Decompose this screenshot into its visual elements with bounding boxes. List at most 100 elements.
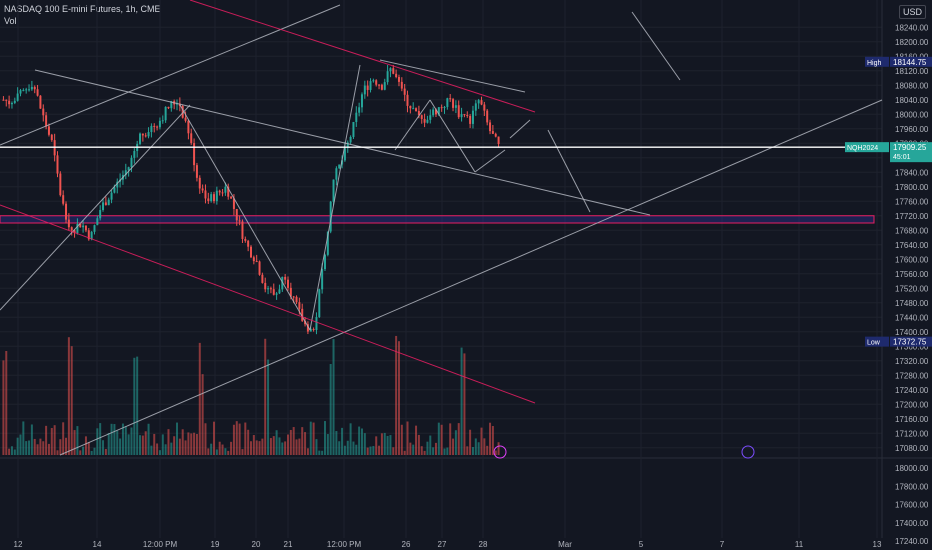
candle-body [323, 254, 326, 270]
candle-body [144, 135, 147, 137]
candle-body [397, 77, 400, 82]
candle-body [241, 221, 244, 239]
candle-body [329, 201, 332, 232]
time-tick-label: 12 [14, 540, 23, 549]
volume-bar [127, 434, 130, 455]
volume-bar [289, 429, 292, 455]
time-tick-label: 12:00 PM [143, 540, 178, 549]
candle-body [250, 246, 252, 258]
volume-bar [443, 448, 446, 455]
volume-bar [244, 422, 247, 455]
volume-bar [28, 440, 31, 455]
volume-bar [93, 447, 96, 455]
candle-body [8, 100, 11, 105]
candle-body [306, 324, 309, 332]
candle-body [284, 276, 287, 280]
volume-bar [483, 438, 486, 455]
volume-bar [161, 434, 164, 455]
candle-body [76, 224, 79, 234]
candle-body [141, 133, 144, 136]
volume-bar [250, 441, 252, 455]
volume-bar [412, 444, 415, 455]
volume-bar [426, 441, 429, 455]
price-tick-label: 17160.00 [895, 415, 929, 424]
volume-bar [457, 423, 460, 455]
candle-body [346, 142, 349, 148]
candle-body [62, 195, 65, 204]
candle-body [366, 85, 369, 90]
volume-bar [261, 438, 264, 455]
volume-bar [358, 426, 361, 455]
candle-body [309, 329, 312, 332]
candle-body [264, 282, 267, 290]
volume-bar [449, 423, 452, 455]
volume-bar [150, 445, 153, 455]
axis-tag-label-bg [865, 336, 889, 347]
time-tick-label: 5 [639, 540, 644, 549]
price-tick-label: 17240.00 [895, 386, 929, 395]
time-tick-label: 13 [873, 540, 882, 549]
candle-body [454, 105, 457, 108]
candle-body [426, 119, 429, 123]
volume-bar [281, 442, 284, 455]
candle-body [207, 198, 210, 202]
time-tick-label: 14 [93, 540, 102, 549]
volume-bar [8, 448, 11, 455]
volume-bar [221, 444, 224, 455]
magenta-resistance-line [189, 0, 536, 113]
candle-body [321, 269, 324, 290]
volume-bar [452, 438, 455, 455]
price-tick-label: 17400.00 [895, 328, 929, 337]
candle-body [213, 194, 216, 202]
price-tick-label: 17520.00 [895, 284, 929, 293]
candle-body [358, 107, 361, 113]
volume-bar [380, 433, 383, 455]
volume-bar [489, 422, 492, 455]
volume-bar [96, 428, 99, 455]
volume-bar [110, 423, 113, 455]
candle-body [204, 190, 207, 199]
candle-body [187, 120, 190, 134]
trendline [379, 59, 526, 93]
volume-bar [45, 425, 48, 455]
candle-body [65, 203, 68, 220]
currency-badge[interactable]: USD [898, 5, 926, 19]
volume-bar [309, 421, 312, 455]
volume-bar [304, 432, 307, 455]
candle-body [82, 225, 85, 228]
volume-bar [355, 444, 358, 455]
candle-body [2, 99, 5, 101]
volume-bar [130, 427, 133, 455]
candle-body [195, 165, 198, 178]
volume-bar [332, 339, 335, 455]
time-tick-label: 27 [438, 540, 447, 549]
candle-body [39, 95, 42, 109]
volume-bar [497, 442, 500, 455]
price-tick-label: 17560.00 [895, 270, 929, 279]
candle-body [452, 99, 455, 108]
candle-body [275, 293, 278, 295]
volume-bar [491, 426, 494, 455]
candle-body [113, 187, 116, 193]
volume-bar [406, 421, 409, 455]
candle-body [474, 103, 477, 111]
volume-bar [167, 429, 170, 455]
volume-bar [198, 342, 201, 455]
price-tick-label: 17480.00 [895, 299, 929, 308]
candle-body [471, 110, 474, 124]
price-tick-label: 17600.00 [895, 255, 929, 264]
candle-body [56, 155, 59, 174]
price-tick-label: 17200.00 [895, 400, 929, 409]
candle-body [380, 84, 383, 90]
volume-bar [113, 424, 116, 455]
volume-bar [153, 433, 156, 455]
volume-bar [284, 441, 287, 455]
candle-body [124, 170, 127, 176]
volume-bar [486, 445, 489, 455]
candle-body [104, 202, 107, 206]
price-tick-label: 17640.00 [895, 241, 929, 250]
candle-body [255, 261, 258, 263]
volume-bar [178, 438, 181, 455]
candle-body [36, 89, 39, 96]
